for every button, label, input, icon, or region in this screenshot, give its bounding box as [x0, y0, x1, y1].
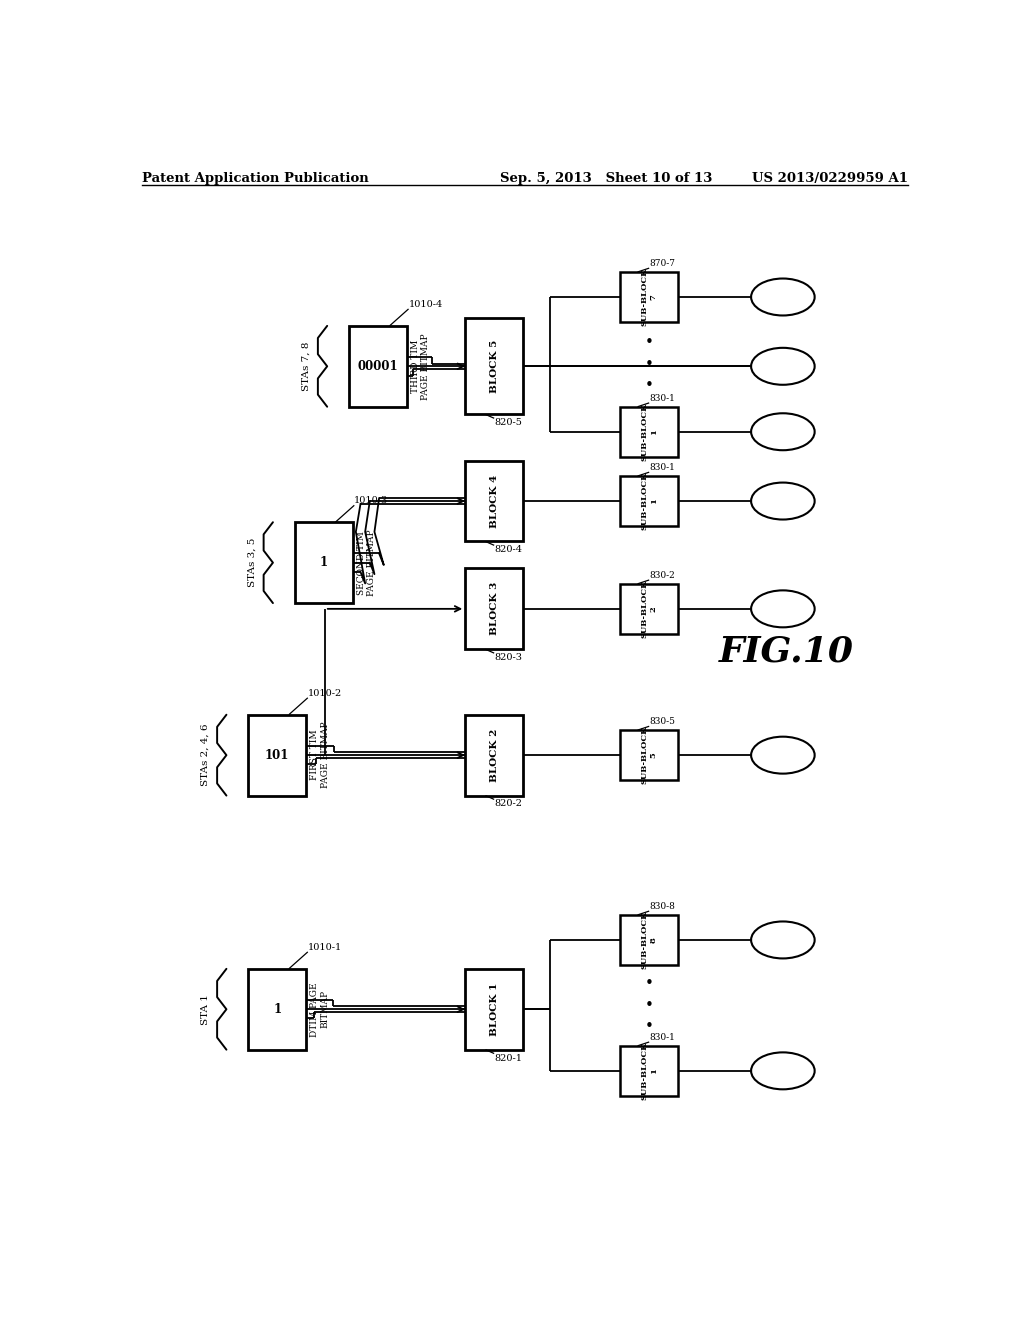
Text: •: •	[645, 977, 653, 991]
Text: 1010-3: 1010-3	[354, 496, 388, 506]
Text: STA 5: STA 5	[766, 362, 800, 371]
FancyBboxPatch shape	[349, 326, 407, 407]
Text: THIRD TIM
PAGE BITMAP: THIRD TIM PAGE BITMAP	[411, 333, 430, 400]
Text: 1010-2: 1010-2	[308, 689, 342, 698]
Text: BLOCK 1: BLOCK 1	[489, 982, 499, 1036]
Text: Patent Application Publication: Patent Application Publication	[142, 173, 369, 185]
FancyBboxPatch shape	[248, 969, 306, 1049]
Text: 1010-4: 1010-4	[409, 300, 442, 309]
Text: SUB-BLOCK
1: SUB-BLOCK 1	[641, 471, 657, 531]
Ellipse shape	[751, 921, 815, 958]
FancyBboxPatch shape	[621, 1045, 678, 1096]
FancyBboxPatch shape	[465, 569, 523, 649]
Text: BLOCK 3: BLOCK 3	[489, 582, 499, 635]
Text: STA 8: STA 8	[766, 936, 800, 944]
Text: FIRST TIM
PAGE BITMAP: FIRST TIM PAGE BITMAP	[310, 722, 330, 788]
Text: SUB-BLOCK
1: SUB-BLOCK 1	[641, 1041, 657, 1100]
Text: 1: 1	[273, 1003, 282, 1016]
Text: 830-8: 830-8	[649, 902, 675, 911]
Text: STA 1: STA 1	[201, 994, 210, 1024]
FancyBboxPatch shape	[621, 730, 678, 780]
Text: Sep. 5, 2013   Sheet 10 of 13: Sep. 5, 2013 Sheet 10 of 13	[500, 173, 713, 185]
FancyBboxPatch shape	[465, 461, 523, 541]
Text: •: •	[645, 379, 653, 393]
FancyBboxPatch shape	[465, 318, 523, 414]
Text: 101: 101	[265, 748, 290, 762]
Text: •: •	[645, 1019, 653, 1035]
Text: 830-5: 830-5	[649, 717, 675, 726]
FancyBboxPatch shape	[621, 272, 678, 322]
Text: STA 6: STA 6	[766, 496, 800, 506]
Text: 820-4: 820-4	[495, 545, 522, 554]
Text: STA 2: STA 2	[766, 751, 800, 759]
Text: 00001: 00001	[357, 360, 398, 372]
Text: 830-1: 830-1	[649, 463, 675, 473]
Ellipse shape	[751, 737, 815, 774]
Text: •: •	[645, 356, 653, 372]
Text: SUB-BLOCK
1: SUB-BLOCK 1	[641, 403, 657, 461]
Text: SUB-BLOCK
8: SUB-BLOCK 8	[641, 911, 657, 969]
Text: STAs 7, 8: STAs 7, 8	[302, 342, 310, 391]
Text: SUB-BLOCK
7: SUB-BLOCK 7	[641, 268, 657, 326]
FancyBboxPatch shape	[621, 407, 678, 457]
FancyBboxPatch shape	[621, 583, 678, 634]
Text: SECOND TIM
PAGE BITMAP: SECOND TIM PAGE BITMAP	[356, 529, 376, 595]
Text: 830-2: 830-2	[649, 572, 675, 579]
Ellipse shape	[751, 413, 815, 450]
Text: BLOCK 2: BLOCK 2	[489, 729, 499, 781]
Text: 1: 1	[319, 556, 328, 569]
Text: STA 4: STA 4	[766, 605, 800, 614]
FancyBboxPatch shape	[621, 477, 678, 527]
Ellipse shape	[751, 1052, 815, 1089]
Text: •: •	[645, 335, 653, 350]
FancyBboxPatch shape	[248, 714, 306, 796]
Text: 820-5: 820-5	[495, 418, 522, 428]
Text: US 2013/0229959 A1: US 2013/0229959 A1	[752, 173, 907, 185]
Text: BLOCK 4: BLOCK 4	[489, 474, 499, 528]
Text: 830-1: 830-1	[649, 1034, 675, 1041]
Text: BLOCK 5: BLOCK 5	[489, 339, 499, 393]
Text: SUB-BLOCK
2: SUB-BLOCK 2	[641, 579, 657, 638]
Text: 820-1: 820-1	[495, 1053, 522, 1063]
FancyBboxPatch shape	[621, 915, 678, 965]
Ellipse shape	[751, 590, 815, 627]
Text: 830-1: 830-1	[649, 393, 675, 403]
Text: FIG.10: FIG.10	[719, 634, 854, 668]
Text: STA 7: STA 7	[766, 293, 800, 301]
FancyBboxPatch shape	[465, 714, 523, 796]
Ellipse shape	[751, 348, 815, 385]
FancyBboxPatch shape	[465, 969, 523, 1049]
Text: 870-7: 870-7	[649, 259, 675, 268]
FancyBboxPatch shape	[295, 523, 352, 603]
Text: 820-2: 820-2	[495, 800, 522, 808]
Text: DTIM PAGE
BITMAP: DTIM PAGE BITMAP	[310, 982, 330, 1036]
Text: •: •	[645, 998, 653, 1012]
Text: SUB-BLOCK
5: SUB-BLOCK 5	[641, 726, 657, 784]
Text: STA 1: STA 1	[766, 1067, 800, 1076]
Text: 820-3: 820-3	[495, 653, 522, 663]
Ellipse shape	[751, 483, 815, 520]
Text: 1010-1: 1010-1	[308, 942, 342, 952]
Text: STAs 3, 5: STAs 3, 5	[248, 539, 256, 587]
Text: STA 3: STA 3	[766, 428, 800, 436]
Ellipse shape	[751, 279, 815, 315]
Text: STAs 2, 4, 6: STAs 2, 4, 6	[201, 723, 210, 787]
